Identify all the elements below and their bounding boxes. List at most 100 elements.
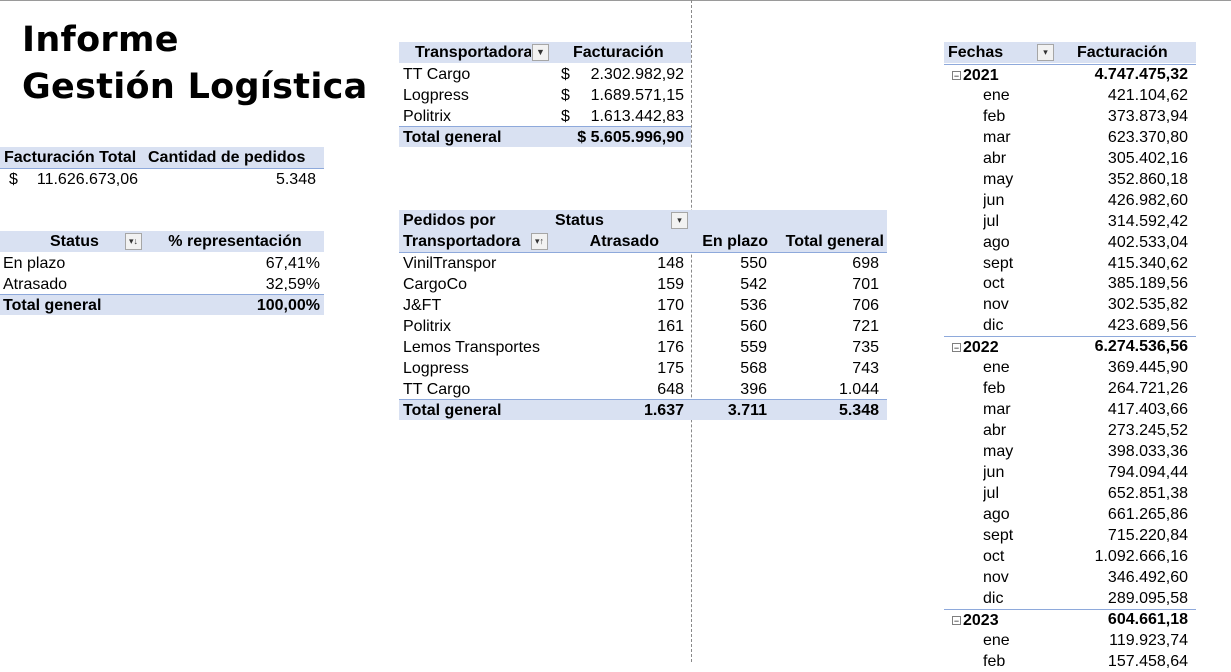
carrier-total-label[interactable]: Total general (403, 129, 502, 146)
month-value[interactable]: 421.104,62 (1107, 87, 1188, 104)
order-en-plazo[interactable]: 560 (740, 318, 767, 335)
order-atrasado[interactable]: 148 (657, 255, 684, 272)
orders-total-en-plazo[interactable]: 3.711 (727, 402, 767, 419)
status-total-value[interactable]: 100,00% (256, 297, 320, 314)
cantidad-pedidos-value[interactable]: 5.348 (275, 171, 316, 188)
order-carrier-name[interactable]: J&FT (403, 297, 442, 314)
month-value[interactable]: 715.220,84 (1107, 527, 1188, 544)
carrier-total-value[interactable]: $ 5.605.996,90 (577, 129, 684, 146)
month-label[interactable]: sept (983, 255, 1014, 272)
order-en-plazo[interactable]: 536 (740, 297, 767, 314)
month-value[interactable]: 289.095,58 (1107, 590, 1188, 607)
month-label[interactable]: nov (983, 296, 1009, 313)
carrier-value[interactable]: 1.689.571,15 (590, 87, 684, 104)
month-label[interactable]: oct (983, 275, 1005, 292)
month-value[interactable]: 314.592,42 (1107, 213, 1188, 230)
month-label[interactable]: jun (983, 464, 1005, 481)
month-label[interactable]: nov (983, 569, 1009, 586)
status-row-label[interactable]: Atrasado (3, 276, 68, 293)
month-value[interactable]: 415.340,62 (1107, 255, 1188, 272)
collapse-minus-icon[interactable]: − (952, 616, 961, 627)
year-row-label[interactable]: −2023 (944, 609, 1196, 630)
collapse-minus-icon[interactable]: − (952, 343, 961, 354)
month-value[interactable]: 398.033,36 (1107, 443, 1188, 460)
order-atrasado[interactable]: 175 (657, 360, 684, 377)
sort-dropdown-icon[interactable]: ▾↑ (531, 233, 548, 250)
month-value[interactable]: 385.189,56 (1107, 275, 1188, 292)
month-value[interactable]: 1.092.666,16 (1094, 548, 1188, 565)
status-total-label[interactable]: Total general (3, 297, 102, 314)
month-label[interactable]: feb (983, 380, 1006, 397)
year-total-value[interactable]: 6.274.536,56 (1094, 338, 1188, 355)
orders-total-general[interactable]: 5.348 (838, 402, 879, 419)
month-value[interactable]: 423.689,56 (1107, 317, 1188, 334)
carrier-name[interactable]: TT Cargo (403, 66, 471, 83)
order-carrier-name[interactable]: TT Cargo (403, 381, 471, 398)
month-label[interactable]: ago (983, 506, 1010, 523)
month-label[interactable]: dic (983, 317, 1004, 334)
month-label[interactable]: mar (983, 401, 1011, 418)
order-en-plazo[interactable]: 559 (740, 339, 767, 356)
month-label[interactable]: ago (983, 234, 1010, 251)
month-label[interactable]: may (983, 443, 1014, 460)
order-total[interactable]: 698 (852, 255, 879, 272)
month-label[interactable]: ene (983, 87, 1010, 104)
order-en-plazo[interactable]: 396 (740, 381, 767, 398)
month-value[interactable]: 402.533,04 (1107, 234, 1188, 251)
month-value[interactable]: 661.265,86 (1107, 506, 1188, 523)
carrier-value[interactable]: 2.302.982,92 (590, 66, 684, 83)
month-value[interactable]: 346.492,60 (1107, 569, 1188, 586)
header-cantidad-pedidos[interactable]: Cantidad de pedidos (146, 147, 324, 168)
facturacion-total-value[interactable]: 11.626.673,06 (36, 171, 138, 188)
funnel-filter-icon[interactable]: ▼ (532, 44, 549, 61)
month-value[interactable]: 273.245,52 (1107, 422, 1188, 439)
month-label[interactable]: jul (983, 213, 1000, 230)
carrier-value[interactable]: 1.613.442,83 (590, 108, 684, 125)
month-value[interactable]: 305.402,16 (1107, 150, 1188, 167)
month-value[interactable]: 373.873,94 (1107, 108, 1188, 125)
order-total[interactable]: 743 (852, 360, 879, 377)
year-total-value[interactable]: 4.747.475,32 (1094, 66, 1188, 83)
dropdown-arrow-icon[interactable]: ▾ (1037, 44, 1054, 61)
order-en-plazo[interactable]: 550 (740, 255, 767, 272)
order-atrasado[interactable]: 176 (657, 339, 684, 356)
order-total[interactable]: 721 (852, 318, 879, 335)
order-carrier-name[interactable]: Lemos Transportes (403, 339, 540, 356)
order-atrasado[interactable]: 170 (657, 297, 684, 314)
carrier-name[interactable]: Politrix (403, 108, 452, 125)
order-en-plazo[interactable]: 568 (740, 360, 767, 377)
status-row-label[interactable]: En plazo (3, 255, 66, 272)
month-label[interactable]: ene (983, 359, 1010, 376)
month-value[interactable]: 652.851,38 (1107, 485, 1188, 502)
header-facturacion-total[interactable]: Facturación Total (0, 147, 146, 168)
status-row-value[interactable]: 67,41% (265, 255, 320, 272)
collapse-minus-icon[interactable]: − (952, 71, 961, 82)
month-value[interactable]: 369.445,90 (1107, 359, 1188, 376)
order-atrasado[interactable]: 159 (657, 276, 684, 293)
status-row-value[interactable]: 32,59% (265, 276, 320, 293)
month-value[interactable]: 119.923,74 (1109, 632, 1188, 649)
order-carrier-name[interactable]: Politrix (403, 318, 452, 335)
month-label[interactable]: sept (983, 527, 1014, 544)
year-total-value[interactable]: 604.661,18 (1107, 611, 1188, 628)
month-value[interactable]: 794.094,44 (1107, 464, 1188, 481)
month-label[interactable]: oct (983, 548, 1005, 565)
order-total[interactable]: 1.044 (838, 381, 879, 398)
month-value[interactable]: 417.403,66 (1107, 401, 1188, 418)
month-value[interactable]: 302.535,82 (1107, 296, 1188, 313)
month-label[interactable]: ene (983, 632, 1010, 649)
year-row-label[interactable]: −2021 (944, 64, 1196, 85)
orders-total-label[interactable]: Total general (403, 402, 502, 419)
month-value[interactable]: 264.721,26 (1107, 380, 1188, 397)
month-label[interactable]: dic (983, 590, 1004, 607)
order-total[interactable]: 701 (852, 276, 879, 293)
order-total[interactable]: 735 (852, 339, 879, 356)
order-carrier-name[interactable]: Logpress (403, 360, 469, 377)
order-carrier-name[interactable]: VinilTranspor (403, 255, 497, 272)
month-label[interactable]: feb (983, 108, 1006, 125)
order-atrasado[interactable]: 648 (657, 381, 684, 398)
sort-dropdown-icon[interactable]: ▾↓ (125, 233, 142, 250)
month-value[interactable]: 623.370,80 (1107, 129, 1188, 146)
carrier-name[interactable]: Logpress (403, 87, 469, 104)
year-row-label[interactable]: −2022 (944, 336, 1196, 357)
